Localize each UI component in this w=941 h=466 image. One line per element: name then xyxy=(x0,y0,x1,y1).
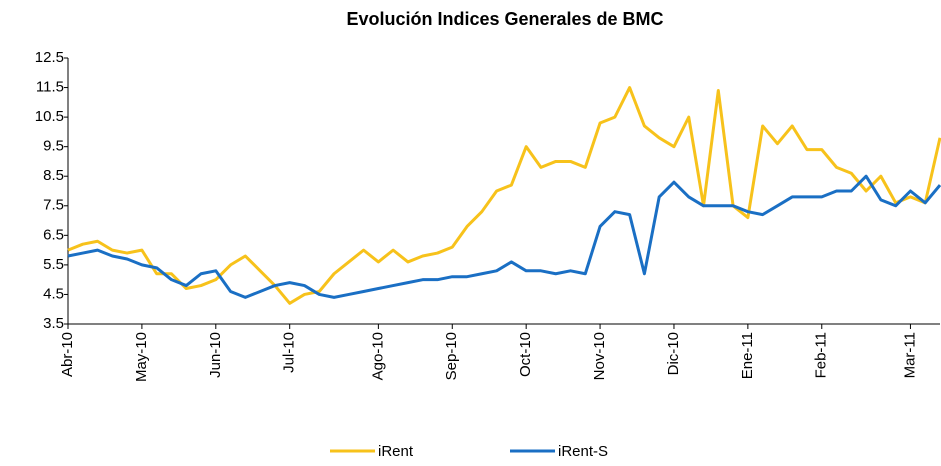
x-tick-label: Ene-11 xyxy=(739,332,756,379)
x-tick-label: Jul-10 xyxy=(281,332,298,373)
x-tick-label: Feb-11 xyxy=(813,332,830,378)
legend-label: iRent-S xyxy=(558,443,608,460)
y-tick-label: 6.5 xyxy=(43,226,64,243)
x-tick-label: Mar-11 xyxy=(901,332,918,378)
x-tick-label: Sep-10 xyxy=(443,332,460,380)
y-tick-label: 3.5 xyxy=(43,315,64,332)
y-tick-label: 10.5 xyxy=(35,108,64,125)
series-line xyxy=(67,174,941,299)
y-tick-label: 7.5 xyxy=(43,197,64,214)
x-tick-label: Jun-10 xyxy=(207,332,224,378)
y-tick-label: 9.5 xyxy=(43,138,64,155)
y-tick-label: 8.5 xyxy=(43,167,64,184)
x-tick-label: Ago-10 xyxy=(369,332,386,380)
y-tick-label: 5.5 xyxy=(43,256,64,273)
x-tick-label: Abr-10 xyxy=(59,332,76,377)
y-tick-label: 11.5 xyxy=(36,79,64,96)
y-tick-label: 4.5 xyxy=(43,285,64,302)
x-tick-label: Dic-10 xyxy=(665,332,682,375)
y-tick-label: 12.5 xyxy=(35,49,64,66)
legend-label: iRent xyxy=(378,443,414,460)
x-tick-label: May-10 xyxy=(133,332,150,382)
x-tick-label: Nov-10 xyxy=(591,332,608,380)
chart-title: Evolución Indices Generales de BMC xyxy=(346,9,663,29)
x-tick-label: Oct-10 xyxy=(517,332,534,377)
series-line xyxy=(67,86,941,305)
